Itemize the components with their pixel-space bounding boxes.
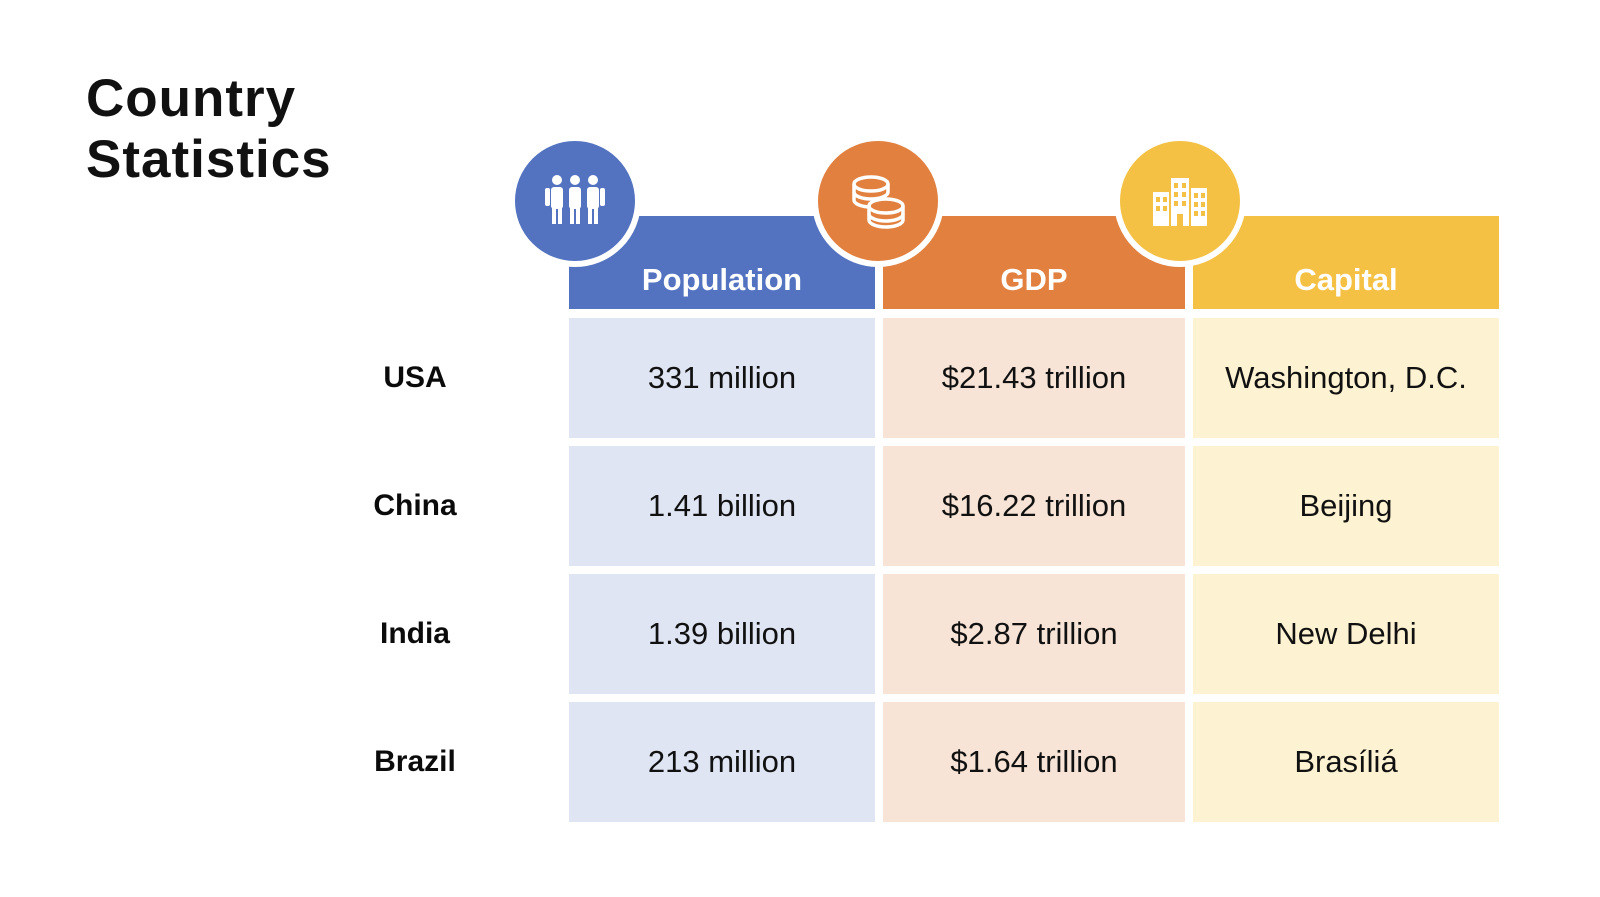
header-capital: Capital	[1193, 216, 1499, 309]
row-label-india: India	[379, 617, 450, 650]
people-icon	[545, 175, 605, 224]
row-label-brazil: Brazil	[374, 745, 456, 778]
row-label-china: China	[373, 489, 457, 522]
cell-gdp-india: $2.87 trillion	[883, 574, 1185, 694]
capital-badge	[1114, 135, 1246, 267]
coins-icon	[852, 175, 905, 229]
cell-capital-usa: Washington, D.C.	[1193, 318, 1499, 438]
header-capital-label: Capital	[1294, 261, 1398, 297]
cell-population-china: 1.41 billion	[569, 446, 875, 566]
cell-capital-brazil: Brasíliá	[1193, 702, 1499, 822]
cell-population-india: 1.39 billion	[569, 574, 875, 694]
cell-gdp-brazil: $1.64 trillion	[883, 702, 1185, 822]
title-line-2: Statistics	[86, 130, 332, 189]
cell-capital-india: New Delhi	[1193, 574, 1499, 694]
cell-population-usa: 331 million	[569, 318, 875, 438]
cell-capital-china: Beijing	[1193, 446, 1499, 566]
cell-gdp-usa: $21.43 trillion	[883, 318, 1185, 438]
cell-gdp-china: $16.22 trillion	[883, 446, 1185, 566]
header-population-label: Population	[641, 261, 803, 297]
row-label-usa: USA	[383, 361, 447, 394]
buildings-icon	[1153, 178, 1207, 226]
gdp-badge	[812, 135, 944, 267]
cell-population-brazil: 213 million	[569, 702, 875, 822]
title-line-1: Country	[86, 69, 297, 128]
header-gdp-label: GDP	[1000, 261, 1068, 297]
population-badge	[509, 135, 641, 267]
page-title: Country Statistics	[86, 68, 332, 190]
